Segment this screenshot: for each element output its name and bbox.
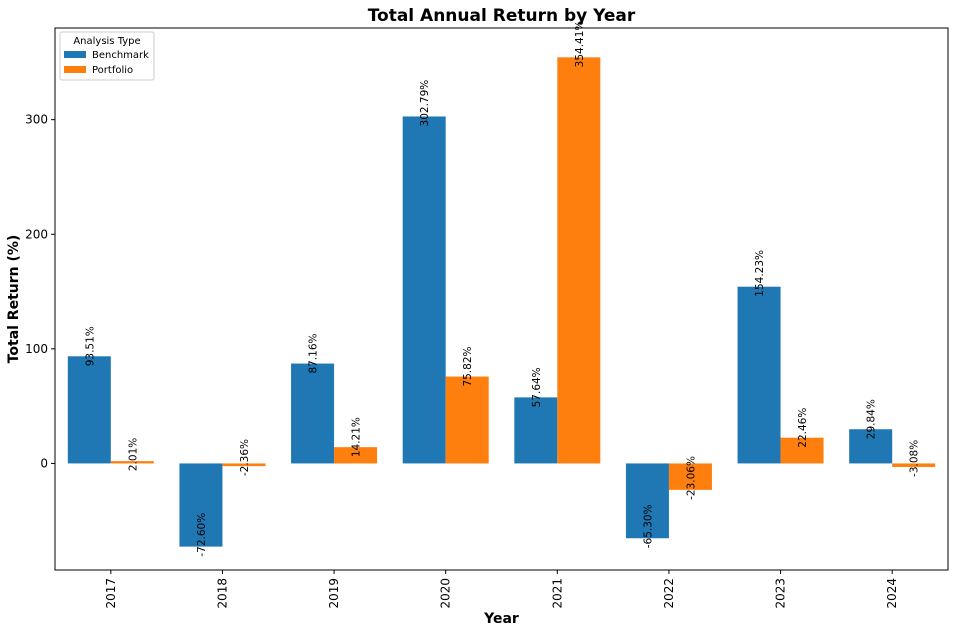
x-tick-label: 2018 [215, 578, 229, 609]
data-label-benchmark-2018: -72.60% [196, 513, 208, 557]
data-label-portfolio-2018: -2.36% [239, 439, 251, 476]
bar-benchmark-2018 [179, 463, 223, 547]
bar-portfolio-2024 [892, 463, 936, 467]
data-label-portfolio-2019: 14.21% [351, 417, 363, 457]
bar-benchmark-2019 [291, 363, 335, 464]
y-tick-label: 300 [25, 113, 48, 127]
data-label-portfolio-2020: 75.82% [462, 346, 474, 386]
bar-benchmark-2020 [402, 116, 446, 464]
data-label-benchmark-2020: 302.79% [419, 80, 431, 127]
legend-title: Analysis Type [73, 36, 140, 47]
bar-portfolio-2021 [557, 57, 601, 464]
legend-label-benchmark: Benchmark [92, 50, 149, 61]
bar-portfolio-2017 [110, 461, 154, 464]
legend-swatch-benchmark [64, 51, 86, 58]
data-label-benchmark-2019: 87.16% [308, 333, 320, 373]
x-tick-label: 2021 [550, 578, 564, 609]
x-axis: 2017 2018 2019 2020 2021 2022 2023 2024 [104, 570, 899, 609]
data-label-portfolio-2021: 354.41% [574, 21, 586, 68]
bar-benchmark-2022 [625, 463, 669, 539]
plot-frame [54, 27, 949, 571]
x-tick-label: 2022 [662, 578, 676, 609]
data-label-benchmark-2021: 57.64% [531, 367, 543, 407]
chart-title: Total Annual Return by Year [368, 6, 636, 26]
x-tick-label: 2023 [774, 578, 788, 609]
legend-items: Benchmark Portfolio [64, 50, 149, 76]
data-label-benchmark-2023: 154.23% [754, 250, 766, 297]
x-tick-label: 2019 [327, 578, 341, 609]
x-tick-label: 2017 [104, 578, 118, 609]
legend-swatch-portfolio [64, 66, 86, 73]
x-axis-title: Year [483, 611, 519, 627]
y-axis: 0 100 200 300 [25, 113, 55, 470]
data-label-portfolio-2024: -3.08% [909, 440, 921, 477]
bar-benchmark-2024 [849, 429, 893, 464]
y-tick-label: 0 [40, 456, 48, 470]
bar-portfolio-2022 [668, 463, 712, 490]
bar-benchmark-2021 [514, 397, 558, 464]
bar-portfolio-2018 [222, 463, 266, 467]
data-label-portfolio-2022: -23.06% [685, 456, 697, 500]
bars-group [67, 57, 936, 547]
y-tick-label: 100 [25, 342, 48, 356]
bar-portfolio-2023 [780, 437, 824, 464]
data-label-benchmark-2024: 29.84% [866, 399, 878, 439]
bar-portfolio-2019 [334, 447, 378, 464]
bar-benchmark-2023 [737, 286, 781, 464]
bar-benchmark-2017 [67, 356, 111, 464]
data-labels-group: 93.51% -72.60% 87.16% 302.79% 57.64% -65.30% 1… [84, 21, 920, 557]
data-label-portfolio-2023: 22.46% [797, 408, 809, 448]
legend-label-portfolio: Portfolio [92, 65, 133, 76]
x-tick-label: 2020 [439, 578, 453, 609]
y-tick-label: 200 [25, 227, 48, 241]
x-tick-label: 2024 [885, 578, 899, 609]
y-axis-title: Total Return (%) [6, 235, 22, 364]
data-label-benchmark-2017: 93.51% [84, 326, 96, 366]
data-label-portfolio-2017: 2.01% [127, 438, 139, 471]
data-label-benchmark-2022: -65.30% [642, 504, 654, 548]
legend: Analysis Type Benchmark Portfolio [59, 31, 155, 81]
bar-portfolio-2020 [445, 376, 489, 464]
